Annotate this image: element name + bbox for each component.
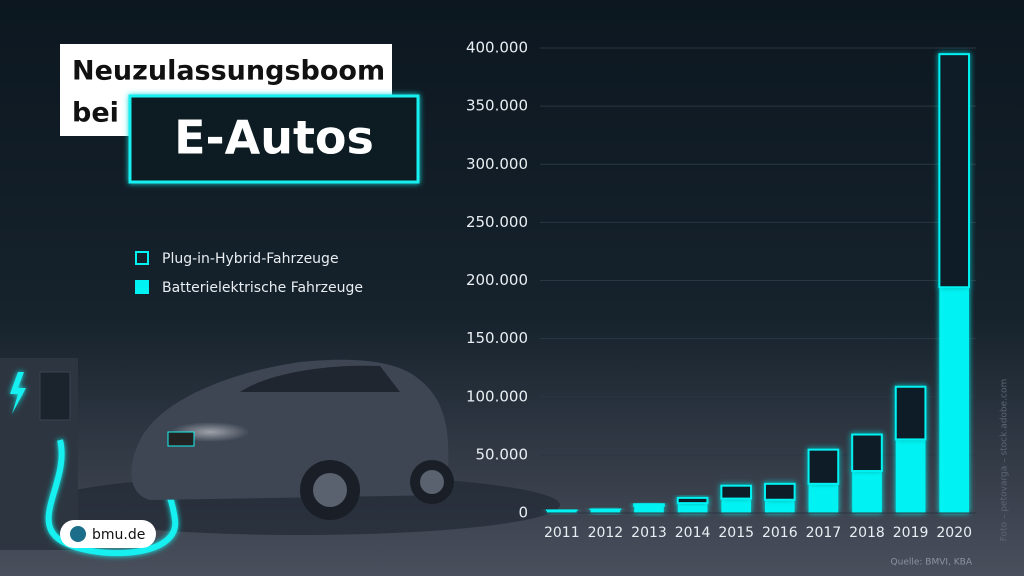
bar-segment [634,505,664,513]
x-tick-label: 2018 [849,525,885,541]
title-block: Neuzulassungsboom bei E-Autos [60,44,420,184]
logo-text: bmu.de [92,527,145,543]
x-tick-label: 2019 [893,525,929,541]
logo-icon [70,526,86,542]
legend-swatch [135,251,149,265]
x-tick-label: 2013 [631,525,667,541]
title-line: bei [72,98,119,129]
y-tick-label: 350.000 [466,97,528,115]
title-highlight: E-Autos [174,111,374,165]
bar-segment [808,483,839,513]
logo-box [60,520,156,548]
bar-segment [720,484,753,500]
y-tick-label: 150.000 [466,329,528,347]
rim [313,473,347,507]
bar-segment [894,385,927,441]
bar-segment [807,448,840,485]
x-tick-label: 2016 [762,525,798,541]
bolt-icon [10,372,26,414]
bar-segment [546,510,577,513]
bar-segment [633,503,665,507]
bar-segment [764,499,795,513]
bar-segment [590,509,621,513]
source: Quelle: BMVI, KBA [891,558,973,568]
car-body [131,359,449,500]
photo-credit: Foto – petovarga – stock.adobe.com [1000,379,1010,542]
y-tick-label: 50.000 [476,445,529,463]
y-tick-label: 300.000 [466,155,528,173]
y-tick-label: 0 [518,504,528,522]
x-tick-label: 2012 [588,525,624,541]
bar-segment [763,482,796,501]
bar-segment [939,287,970,513]
bar-segment [851,433,883,473]
legend-label: Plug-in-Hybrid-Fahrzeuge [162,251,339,267]
bar-segment [721,498,752,513]
title-line: Neuzulassungsboom [72,56,385,87]
rim [420,470,444,494]
x-tick-label: 2020 [936,525,972,541]
y-tick-label: 250.000 [466,213,528,231]
legend-swatch [135,280,149,294]
bar-segment [676,496,709,505]
x-tick-label: 2015 [718,525,754,541]
bar-segment [895,439,926,513]
x-tick-label: 2017 [806,525,842,541]
highlight-box [128,94,420,184]
x-tick-label: 2011 [544,525,580,541]
bar-segment [938,53,971,289]
illustration: bmu.de [0,358,560,557]
legend: Plug-in-Hybrid-Fahrzeuge Batterielektris… [135,251,363,296]
bar-segment [677,503,708,513]
legend-label: Batterielektrische Fahrzeuge [162,280,363,296]
plug [167,431,195,447]
bar-segment [852,471,882,513]
y-tick-label: 200.000 [466,271,528,289]
charger-screen [39,371,71,421]
y-tick-label: 100.000 [466,387,528,405]
car-window [240,365,400,392]
x-tick-label: 2014 [675,525,711,541]
y-tick-label: 400.000 [466,39,528,57]
